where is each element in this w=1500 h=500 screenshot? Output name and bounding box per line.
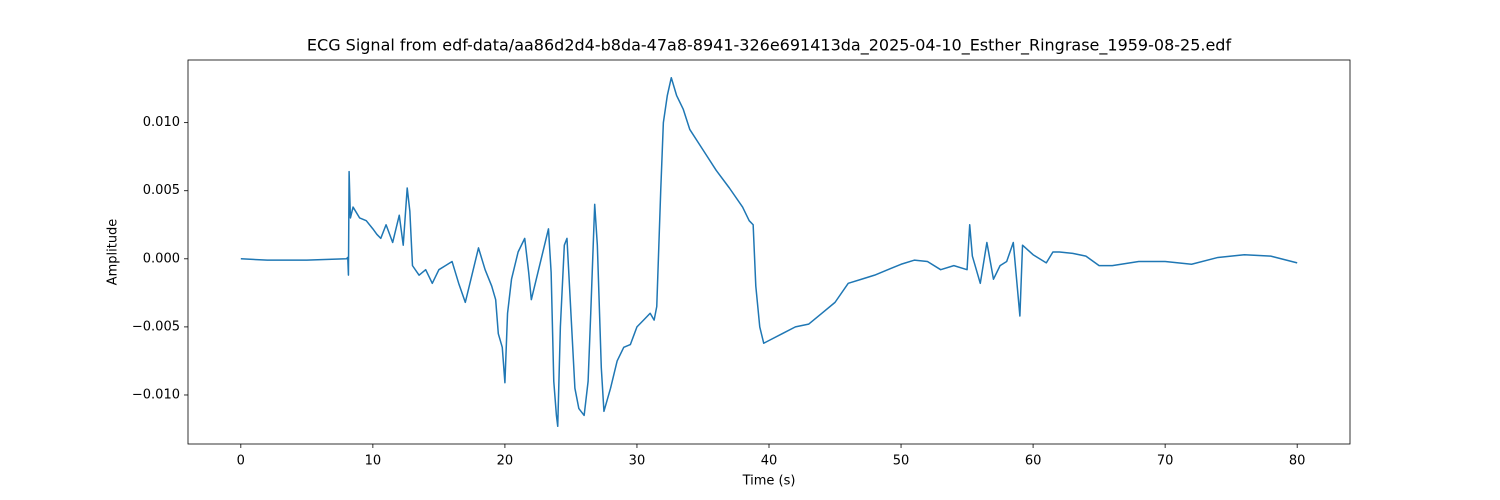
y-tick-label: 0.000	[143, 251, 180, 266]
chart-title: ECG Signal from edf-data/aa86d2d4-b8da-4…	[307, 36, 1232, 56]
x-tick-label: 20	[497, 454, 514, 469]
x-tick-label: 60	[1025, 454, 1042, 469]
y-tick-label: 0.005	[143, 183, 180, 198]
x-tick-label: 40	[761, 454, 778, 469]
x-tick-label: 80	[1289, 454, 1306, 469]
x-tick-label: 0	[237, 454, 245, 469]
x-tick-label: 30	[629, 454, 646, 469]
y-tick-label: −0.005	[132, 319, 180, 334]
y-tick-label: 0.010	[143, 115, 180, 130]
y-tick-label: −0.010	[132, 387, 180, 402]
x-axis-label: Time (s)	[742, 474, 796, 489]
signal-line	[240, 76, 1298, 428]
x-tick-label: 10	[365, 454, 382, 469]
x-tick-label: 50	[893, 454, 910, 469]
y-axis-label: Amplitude	[106, 219, 121, 286]
x-tick-label: 70	[1157, 454, 1174, 469]
plot-frame	[187, 59, 1351, 445]
